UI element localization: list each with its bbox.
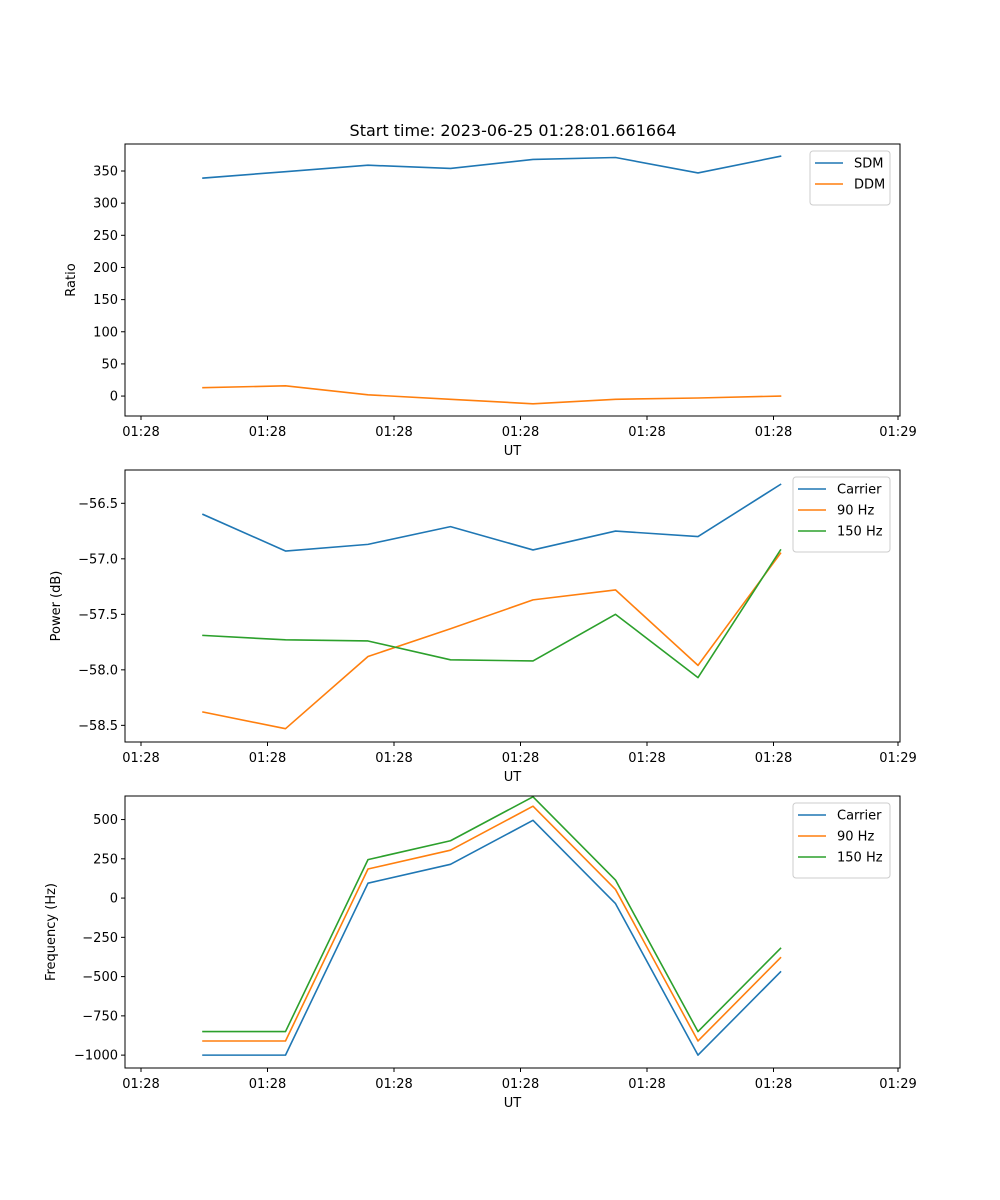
ratio-chart: 0 50 100 150 200 250 300 350 01:28 01:28 01:28 01:2…: [64, 143, 917, 459]
legend: Carrier 90 Hz 150 Hz: [792, 802, 891, 879]
y-tick-label: 250: [93, 852, 118, 867]
y-tick-label: −500: [82, 970, 118, 985]
x-tick-label: 01:28: [249, 425, 286, 440]
x-tick-label: 01:28: [755, 1077, 792, 1092]
plot-frame: [124, 469, 901, 743]
legend-label: 90 Hz: [837, 830, 874, 845]
x-tick-label: 01:28: [375, 425, 412, 440]
x-tick-label: 01:28: [502, 751, 539, 766]
y-tick-label: −57.5: [78, 608, 118, 623]
legend-label: DDM: [854, 178, 885, 193]
x-tick-label: 01:28: [628, 425, 665, 440]
x-tick-label: 01:28: [249, 1077, 286, 1092]
y-tick-label: −1000: [74, 1049, 118, 1064]
y-tick-label: 0: [110, 892, 118, 907]
y-tick-label: −58.0: [78, 663, 118, 678]
x-tick-label: 01:28: [628, 751, 665, 766]
x-tick-label: 01:28: [755, 425, 792, 440]
legend-label: 90 Hz: [837, 504, 874, 519]
x-tick-label: 01:28: [502, 425, 539, 440]
legend-label: Carrier: [837, 483, 882, 498]
x-tick-label: 01:28: [122, 1077, 159, 1092]
legend-label: 150 Hz: [837, 851, 883, 866]
series-line-carrier: [201, 483, 782, 552]
x-tick-label: 01:28: [628, 1077, 665, 1092]
y-axis-label: Power (dB): [49, 571, 64, 642]
x-axis-label: UT: [504, 1096, 522, 1111]
y-tick-label: −750: [82, 1009, 118, 1024]
x-tick-label: 01:29: [879, 1077, 916, 1092]
legend: Carrier 90 Hz 150 Hz: [792, 476, 891, 553]
y-tick-label: 50: [101, 357, 118, 372]
series-line-carrier: [202, 819, 782, 1056]
x-tick-label: 01:28: [375, 1077, 412, 1092]
x-tick-label: 01:28: [122, 751, 159, 766]
y-tick-label: 300: [93, 197, 118, 212]
y-tick-label: −56.5: [78, 497, 118, 512]
y-tick-label: 200: [93, 261, 118, 276]
x-tick-label: 01:29: [879, 751, 916, 766]
y-tick-label: −250: [82, 931, 118, 946]
y-axis-label: Frequency (Hz): [44, 883, 59, 981]
power-chart: −58.5 −58.0 −57.5 −57.0 −56.5 01:28 01:28 01:28…: [49, 469, 917, 785]
legend-label: Carrier: [837, 809, 882, 824]
y-tick-label: −58.5: [78, 719, 118, 734]
legend: SDM DDM: [809, 150, 891, 206]
plot-frame: [124, 795, 901, 1069]
legend-label: 150 Hz: [837, 525, 883, 540]
y-axis-label: Ratio: [64, 263, 79, 296]
y-tick-label: 350: [93, 165, 118, 180]
y-tick-label: 100: [93, 325, 118, 340]
series-line-150-hz: [202, 548, 782, 679]
x-axis-label: UT: [504, 444, 522, 459]
series-line-150-hz: [202, 795, 782, 1033]
x-tick-label: 01:29: [879, 425, 916, 440]
figure-title: Start time: 2023-06-25 01:28:01.661664: [350, 121, 677, 140]
y-tick-label: 150: [93, 293, 118, 308]
series-line-sdm: [202, 155, 782, 179]
x-tick-label: 01:28: [249, 751, 286, 766]
x-tick-label: 01:28: [375, 751, 412, 766]
plot-frame: [124, 143, 901, 417]
x-tick-label: 01:28: [122, 425, 159, 440]
y-tick-label: 0: [110, 390, 118, 405]
y-tick-label: −57.0: [78, 552, 118, 567]
series-line-ddm: [202, 384, 782, 405]
y-tick-label: 250: [93, 229, 118, 244]
series-line-90-hz: [202, 805, 782, 1042]
y-tick-label: 500: [93, 813, 118, 828]
frequency-chart: −1000 −750 −500 −250 0 250 500 01:28 01:28 01:28 0…: [44, 795, 917, 1111]
series-line-90-hz: [202, 552, 782, 730]
x-tick-label: 01:28: [755, 751, 792, 766]
x-axis-label: UT: [504, 770, 522, 785]
x-tick-label: 01:28: [502, 1077, 539, 1092]
legend-label: SDM: [854, 157, 883, 172]
